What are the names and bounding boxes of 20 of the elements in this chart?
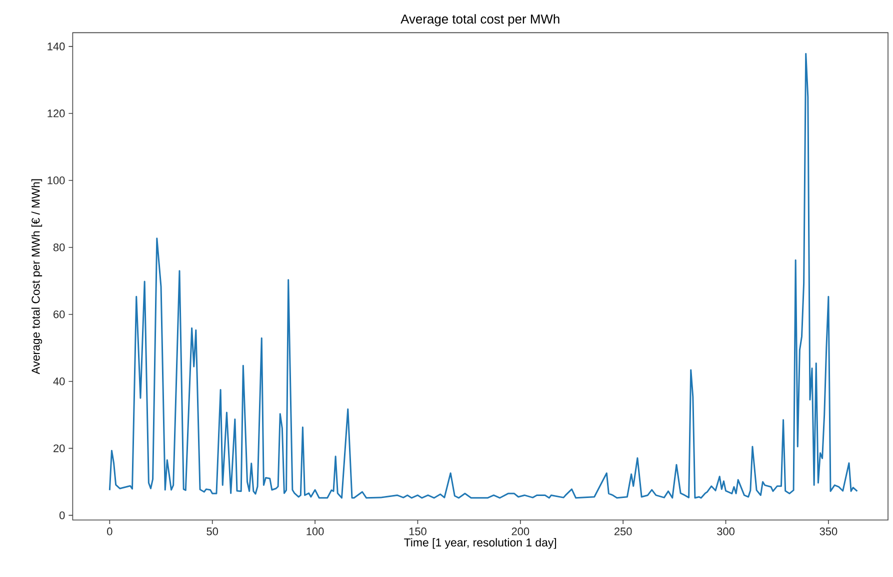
y-tick-label: 100	[48, 176, 65, 184]
x-tick-label: 300	[717, 528, 734, 536]
y-tick-label: 80	[53, 244, 65, 252]
y-axis-title: Average total Cost per MWh [€ / MWh]	[31, 179, 42, 374]
x-tick-label: 50	[206, 528, 218, 536]
chart-title: Average total cost per MWh	[400, 14, 560, 26]
y-tick-label: 60	[54, 310, 65, 318]
y-tick-label: 0	[60, 511, 65, 520]
x-tick-label: 150	[409, 528, 426, 536]
x-tick-label: 350	[820, 528, 838, 536]
y-tick-label: 20	[54, 444, 65, 452]
y-tick-label: 40	[53, 377, 65, 386]
line-series	[108, 53, 858, 499]
y-tick-label: 140	[48, 42, 65, 50]
x-tick-label: 200	[512, 528, 530, 536]
x-tick-label: 0	[107, 528, 112, 536]
x-axis-title: Time [1 year, resolution 1 day]	[404, 538, 556, 549]
x-tick-label: 250	[614, 528, 632, 536]
y-tick-label: 120	[48, 110, 65, 118]
x-tick-label: 100	[306, 528, 324, 536]
